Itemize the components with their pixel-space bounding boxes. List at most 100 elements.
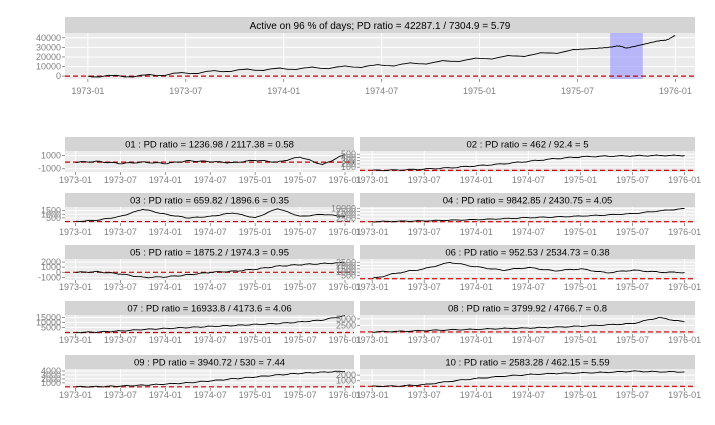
series-line [372,154,685,172]
x-tick-label: 1975-07 [284,335,317,345]
series-line [75,315,346,334]
x-tick-label: 1976-01 [328,175,361,185]
x-tick-label: 1976-01 [659,86,692,96]
panel-5: 05 : PD ratio = 1875.2 / 1974.3 = 0.95 19… [38,245,362,292]
x-tick-label: 1973-01 [356,175,389,185]
x-tick-label: 1973-07 [104,390,137,400]
x-tick-label: 1975-01 [463,86,496,96]
x-tick-label: 1975-01 [564,282,597,292]
x-tick-label: 1976-01 [328,390,361,400]
y-tick-label: 1000 [336,376,356,386]
x-tick-label: 1973-01 [356,227,389,237]
x-tick-label: 1974-07 [194,390,227,400]
x-tick-label: 1973-07 [408,227,441,237]
y-tick-label: 2500 [336,213,356,223]
plot-background [65,207,354,223]
x-tick-label: 1974-01 [149,227,182,237]
y-tick-label: 1000 [41,209,61,219]
y-tick-label: 10000 [331,203,356,213]
panel-6: 06 : PD ratio = 952.53 / 2534.73 = 0.38 1… [336,245,701,292]
series-line [87,35,676,78]
y-tick-label: 2000 [336,370,356,380]
plot-background [360,259,695,280]
x-tick-label: 1973-07 [104,282,137,292]
y-tick-label: 15000 [36,313,61,323]
x-tick-label: 1973-01 [59,282,92,292]
panel-7: 07 : PD ratio = 16933.8 / 4173.6 = 4.06 1… [36,301,362,345]
y-tick-label: 300 [341,156,356,166]
y-tick-label: 500 [341,270,356,280]
y-tick-label: 2000 [336,261,356,271]
panel-title: 03 : PD ratio = 659.82 / 1896.6 = 0.35 [130,196,289,207]
x-tick-label: 1974-07 [365,86,398,96]
y-tick-label: 10000 [36,318,61,328]
x-tick-label: 1975-01 [564,227,597,237]
x-tick-label: 1975-01 [239,390,272,400]
panel-title: 10 : PD ratio = 2583.28 / 462.15 = 5.59 [445,358,609,369]
y-tick-label: -1000 [38,164,61,174]
x-tick-label: 1976-01 [668,390,701,400]
x-tick-label: 1973-01 [59,390,92,400]
plot-background [360,369,695,388]
y-tick-label: 0 [56,267,61,277]
panel-strip [65,193,354,207]
x-tick-label: 1974-01 [149,335,182,345]
x-tick-label: 1975-07 [284,390,317,400]
x-tick-label: 1973-07 [408,390,441,400]
x-tick-label: 1973-01 [59,335,92,345]
x-tick-label: 1973-07 [169,86,202,96]
x-tick-label: 1974-01 [460,227,493,237]
x-tick-label: 1974-01 [460,390,493,400]
panel-title: 06 : PD ratio = 952.53 / 2534.73 = 0.38 [445,248,609,259]
x-tick-label: 1973-01 [71,86,104,96]
y-tick-label: 500 [341,149,356,159]
y-tick-label: 10000 [36,62,61,72]
x-tick-label: 1975-07 [616,335,649,345]
x-tick-label: 1975-01 [564,175,597,185]
x-tick-label: 1976-01 [328,282,361,292]
panel-10: 10 : PD ratio = 2583.28 / 462.15 = 5.59 1… [336,355,701,400]
x-tick-label: 1974-07 [512,282,545,292]
panel-4: 04 : PD ratio = 9842.85 / 2430.75 = 4.05… [331,193,701,237]
x-tick-label: 1974-07 [512,390,545,400]
series-line [372,317,685,333]
x-tick-label: 1975-07 [284,282,317,292]
x-tick-label: 1975-07 [616,175,649,185]
panel-strip [65,17,695,33]
x-tick-label: 1974-01 [149,390,182,400]
x-tick-label: 1973-07 [104,335,137,345]
x-tick-label: 1974-07 [194,175,227,185]
y-tick-label: 1000 [336,267,356,277]
series-line [75,208,346,222]
x-tick-label: 1974-07 [512,335,545,345]
x-tick-label: 1976-01 [668,335,701,345]
panel-strip [360,301,695,315]
panel-title: 01 : PD ratio = 1236.98 / 2117.38 = 0.58 [125,140,294,151]
x-tick-label: 1975-01 [239,227,272,237]
y-tick-label: 2500 [336,257,356,267]
plot-background [360,315,695,334]
panel-strip [360,137,695,151]
y-tick-label: 400 [341,152,356,162]
panel-2: 02 : PD ratio = 462 / 92.4 = 5 1973-01 197… [341,137,701,185]
panel-strip [65,245,354,259]
y-tick-label: 5000 [41,323,61,333]
y-tick-label: 3000 [41,370,61,380]
x-tick-label: 1976-01 [668,175,701,185]
x-tick-label: 1974-07 [194,335,227,345]
x-tick-label: 1975-01 [239,175,272,185]
x-tick-label: 1974-07 [512,175,545,185]
x-tick-label: 1974-01 [149,175,182,185]
x-tick-label: 1975-07 [616,282,649,292]
panel-9: 09 : PD ratio = 3940.72 / 530 = 7.44 1973… [41,355,362,400]
series-line [372,370,685,388]
panel-title: 02 : PD ratio = 462 / 92.4 = 5 [467,140,589,151]
y-tick-label: -1000 [38,272,61,282]
x-tick-label: 1974-07 [512,227,545,237]
x-tick-label: 1974-01 [460,282,493,292]
x-tick-label: 1975-01 [239,282,272,292]
y-tick-label: 20000 [36,52,61,62]
panel-strip [65,301,354,315]
y-tick-label: 1000 [41,378,61,388]
